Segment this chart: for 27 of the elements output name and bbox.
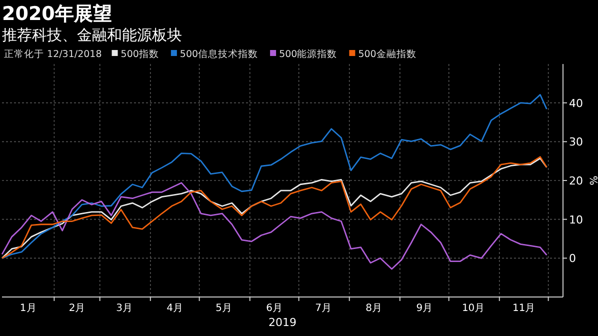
x-tick-label: 2月: [68, 303, 86, 314]
legend-label: 500能源指数: [279, 48, 338, 60]
legend-label: 500指数: [120, 48, 159, 60]
x-tick-label: 4月: [166, 303, 184, 314]
x-tick-label: 7月: [315, 303, 332, 314]
x-tick-label: 1月: [20, 303, 36, 314]
x-tick-label: 6月: [266, 303, 283, 314]
legend-title: 正常化于 12/31/2018: [4, 48, 102, 60]
y-tick-label: 20: [569, 174, 583, 188]
x-tick-label: 8月: [366, 303, 382, 314]
y-tick-label: 10: [569, 213, 583, 226]
y-tick-label: 30: [569, 136, 583, 149]
x-axis-title: 2019: [268, 316, 296, 329]
y-tick-label: 0: [569, 252, 576, 266]
y-axis-title: %: [587, 176, 598, 186]
y-tick-label: 40: [569, 96, 583, 110]
line-series: [1, 182, 548, 270]
x-tick-label: 9月: [416, 303, 433, 314]
line-series: [1, 94, 548, 259]
chart-subtitle: 推荐科技、金融和能源板块: [2, 26, 182, 44]
legend-label: 500信息技术指数: [180, 48, 258, 60]
legend-label: 500金融指数: [358, 48, 416, 60]
chart-title: 2020年展望: [2, 3, 112, 25]
x-tick-label: 5月: [216, 303, 232, 314]
x-tick-label: 10月: [462, 303, 485, 314]
x-tick-label: 11月: [512, 303, 536, 314]
x-tick-label: 3月: [116, 303, 132, 314]
